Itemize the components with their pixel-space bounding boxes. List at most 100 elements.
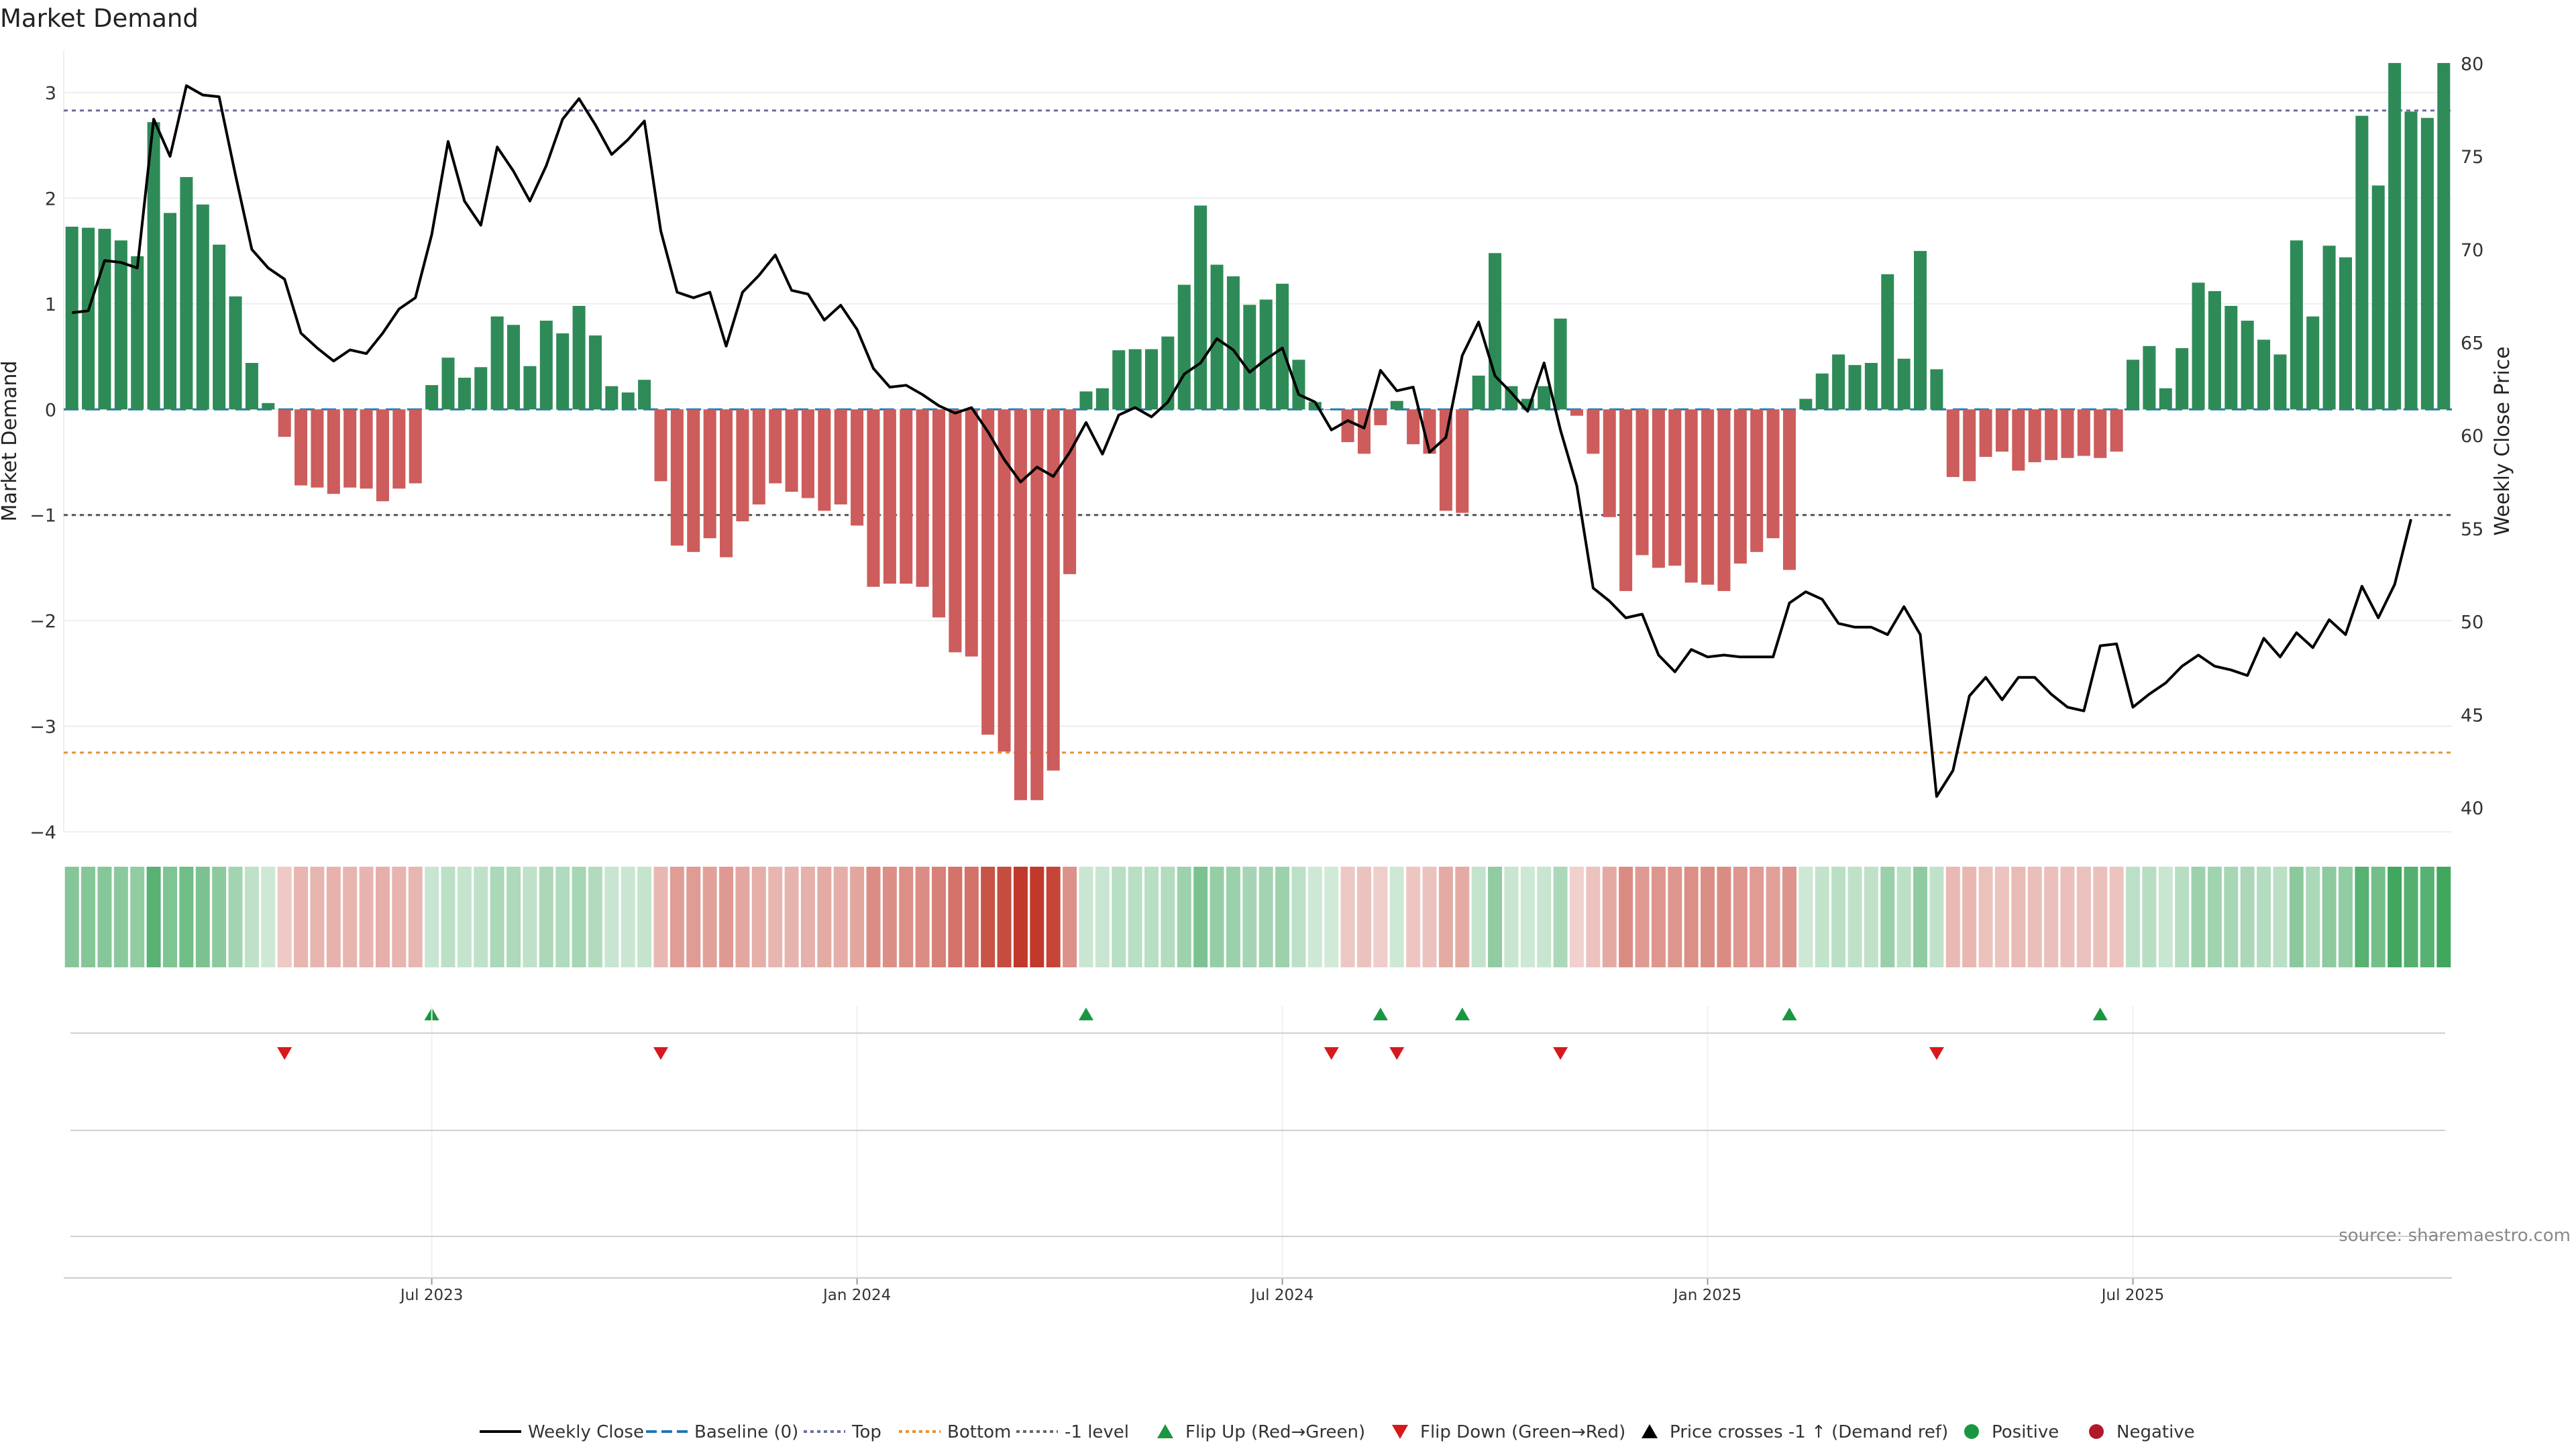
demand-bar <box>1930 369 1943 410</box>
strip-cell <box>375 867 390 967</box>
strip-cell <box>244 867 259 967</box>
demand-bar <box>1341 409 1354 443</box>
demand-bar <box>1979 409 1992 458</box>
demand-bar <box>1815 373 1829 410</box>
legend-swatch-triangle-up <box>1157 1424 1173 1438</box>
legend-swatch-dot <box>1964 1424 1979 1439</box>
strip-cell <box>2076 867 2091 967</box>
legend: Weekly Close Baseline (0) Top Bottom -1 leve… <box>480 1422 2195 1442</box>
strip-cell <box>1307 867 1322 967</box>
flip-down-marker <box>653 1047 668 1060</box>
demand-bar <box>1226 276 1240 410</box>
right-axis-ticks: 80 75 70 65 60 55 50 45 40 <box>2461 54 2483 819</box>
strip-cell <box>2339 867 2353 967</box>
strip-cell <box>1112 867 1126 967</box>
strip-cell <box>1128 867 1142 967</box>
demand-bar <box>2437 62 2451 410</box>
demand-bar <box>2290 240 2303 410</box>
demand-bar <box>458 378 471 410</box>
strip-cell <box>97 867 112 967</box>
strip-cell <box>2158 867 2173 967</box>
strip-cell <box>1880 867 1895 967</box>
strip-cell <box>1013 867 1028 967</box>
strip-cell <box>1144 867 1159 967</box>
strip-cell <box>1619 867 1633 967</box>
left-tick-label: 0 <box>45 400 56 421</box>
strip-cell <box>1095 867 1110 967</box>
demand-bar <box>834 409 847 504</box>
demand-bar <box>1079 391 1093 410</box>
demand-bar <box>1439 409 1452 511</box>
strip-cell <box>1030 867 1044 967</box>
strip-cell <box>1291 867 1306 967</box>
demand-bar <box>147 122 160 410</box>
strip-cell <box>310 867 325 967</box>
strip-cell <box>1668 867 1682 967</box>
demand-bar <box>1619 409 1633 592</box>
demand-bar <box>2159 388 2172 410</box>
strip-cell <box>2224 867 2239 967</box>
strip-cell <box>2404 867 2418 967</box>
strip-cell <box>212 867 227 967</box>
main-grid <box>63 50 2452 833</box>
demand-bar <box>1144 349 1159 410</box>
strip-cell <box>1079 867 1093 967</box>
demand-bar <box>1963 409 1976 482</box>
demand-bar <box>1897 358 1911 410</box>
demand-bar <box>523 366 537 410</box>
left-tick-label: 1 <box>45 294 56 315</box>
demand-bar <box>1848 365 1862 410</box>
demand-bar <box>1946 409 1960 478</box>
demand-bar <box>1128 349 1142 410</box>
strip-cell <box>1750 867 1764 967</box>
flip-up-marker <box>1782 1008 1797 1020</box>
strip-cell <box>326 867 341 967</box>
demand-bar <box>2273 354 2287 410</box>
left-tick-label: −1 <box>30 506 56 527</box>
strip-cell <box>81 867 96 967</box>
strip-cell <box>1226 867 1240 967</box>
demand-bar <box>474 367 488 410</box>
demand-bar <box>1717 409 1731 592</box>
demand-bar <box>1701 409 1715 585</box>
strip-cell <box>179 867 194 967</box>
demand-bar <box>490 316 504 410</box>
strip-cell <box>817 867 832 967</box>
legend-entry: Positive <box>1964 1422 2059 1442</box>
strip-cell <box>572 867 586 967</box>
demand-bar <box>1832 354 1845 410</box>
flip-up-marker <box>1373 1008 1388 1020</box>
demand-bar <box>883 409 896 584</box>
demand-bar <box>180 176 193 410</box>
demand-bar <box>1799 398 1813 410</box>
demand-heat-strip <box>64 867 2451 967</box>
demand-bar <box>2143 345 2156 410</box>
strip-cell <box>195 867 210 967</box>
strip-cell <box>1389 867 1404 967</box>
demand-bar <box>1030 409 1044 800</box>
legend-entry: Flip Down (Green→Red) <box>1392 1422 1625 1442</box>
strip-cell <box>1684 867 1699 967</box>
demand-bar <box>539 321 553 410</box>
demand-bar <box>1635 409 1649 555</box>
demand-bar <box>82 227 95 410</box>
x-tick-label: Jan 2024 <box>822 1287 891 1304</box>
demand-bar <box>818 409 831 511</box>
strip-cell <box>850 867 865 967</box>
strip-cell <box>1569 867 1584 967</box>
demand-bar <box>1374 409 1387 425</box>
demand-bar <box>98 229 111 410</box>
strip-cell <box>669 867 684 967</box>
strip-cell <box>2306 867 2320 967</box>
right-tick-label: 60 <box>2461 426 2483 447</box>
left-tick-label: −3 <box>30 717 56 738</box>
strip-cell <box>751 867 766 967</box>
demand-bar <box>769 409 782 484</box>
flip-up-marker <box>1078 1008 1093 1020</box>
demand-bar <box>1161 336 1175 410</box>
left-axis-ticks: 3 2 1 0 −1 −2 −3 −4 <box>30 83 56 843</box>
strip-cell <box>425 867 439 967</box>
legend-label: Weekly Close <box>528 1422 644 1442</box>
legend-swatch-dot <box>2089 1424 2104 1439</box>
